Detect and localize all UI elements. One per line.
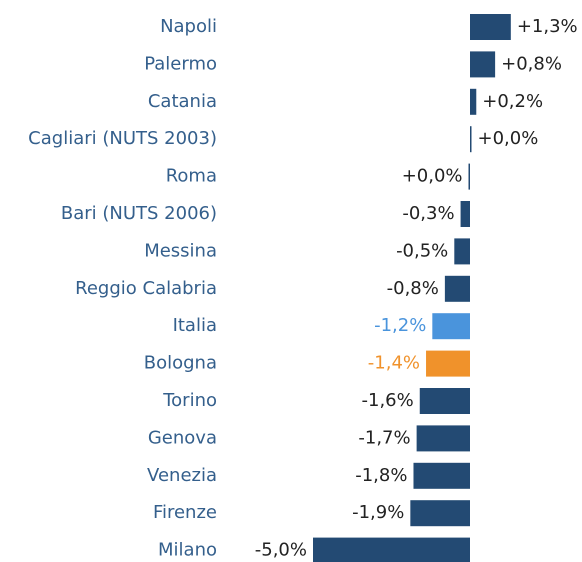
bar [454,238,470,265]
value-label: +1,3% [517,16,578,37]
category-label: Torino [162,390,217,411]
value-label: -1,9% [352,502,404,523]
value-label: +0,8% [501,53,562,74]
bar [470,88,477,115]
value-label: -0,3% [402,203,454,224]
value-label: +0,0% [402,166,463,187]
category-label: Genova [148,427,217,448]
value-label: -1,8% [355,465,407,486]
category-label: Catania [148,91,217,112]
value-label: -1,4% [368,353,420,374]
category-label: Italia [173,315,217,336]
category-label: Reggio Calabria [75,278,217,299]
bar [460,201,470,227]
value-label: -0,5% [396,240,448,261]
value-label: -1,2% [374,315,426,336]
bar [470,126,472,153]
category-label: Palermo [144,53,217,74]
value-label: +0,2% [482,91,543,112]
bar [426,350,470,377]
category-label: Roma [166,166,217,187]
bar [470,51,496,78]
value-label: -1,7% [358,427,410,448]
category-label: Venezia [147,465,217,486]
bar [313,537,470,562]
category-label: Bologna [144,353,217,374]
category-label: Napoli [160,16,217,37]
bar [470,14,511,40]
value-label: +0,0% [478,128,539,149]
value-label: -1,6% [362,390,414,411]
bar [416,425,470,452]
bar [410,500,470,527]
category-label: Messina [144,240,217,261]
bar [413,462,470,489]
bar [468,163,470,190]
category-label: Cagliari (NUTS 2003) [28,128,217,149]
category-label: Milano [158,540,217,561]
category-label: Firenze [153,502,217,523]
value-label: -5,0% [255,540,307,561]
bar [432,313,470,340]
value-label: -0,8% [387,278,439,299]
bar [419,388,470,414]
bar [444,275,470,302]
category-label: Bari (NUTS 2006) [61,203,217,224]
